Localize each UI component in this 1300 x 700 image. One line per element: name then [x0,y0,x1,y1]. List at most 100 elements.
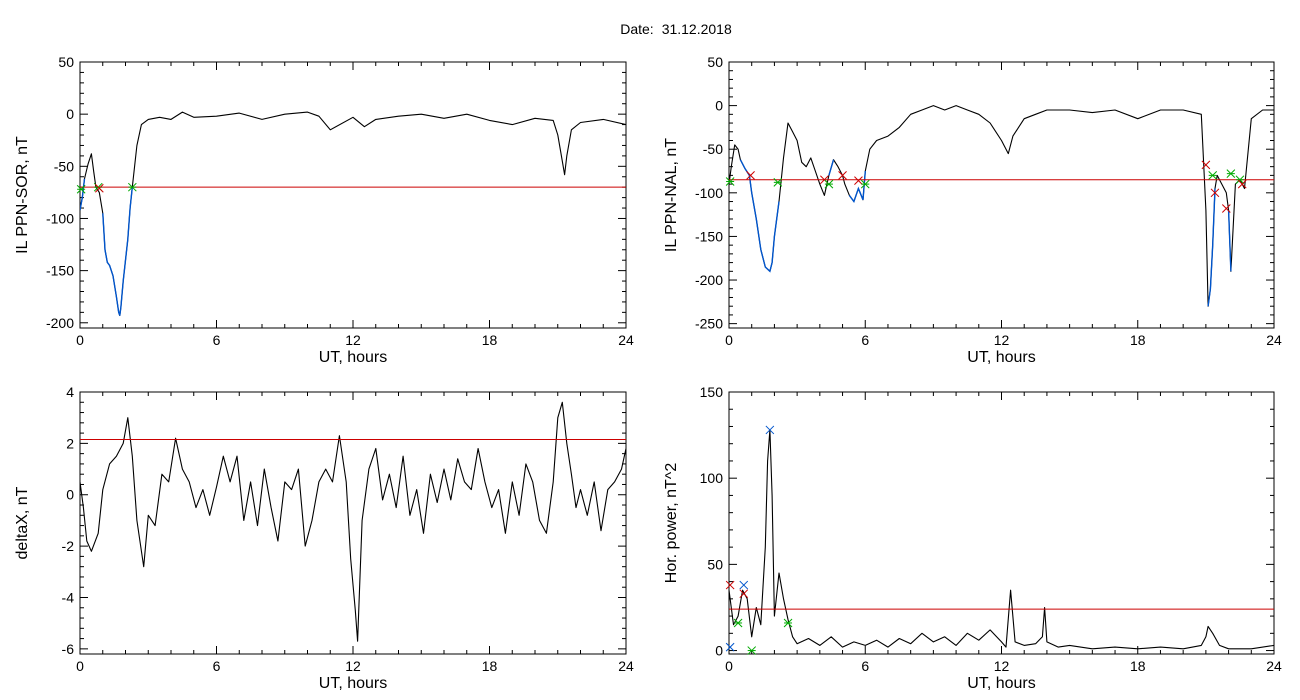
y-tick-label: -100 [695,185,723,201]
event-marker-end [1237,179,1247,189]
event-marker-end [854,176,863,185]
chart-panel-2: 0 6 12 18 24 -250 -200 -150 -100 -50 0 50 UT, hours I… [663,54,1282,366]
y-tick-label: 4 [66,384,74,400]
y-tick-label: 2 [66,435,74,451]
event-marker-end [1210,188,1220,198]
x-tick-label: 6 [213,658,221,674]
x-tick-label: 24 [1266,332,1282,348]
x-tick-label: 0 [725,332,733,348]
highlight-segment [1227,210,1232,272]
x-tick-label: 6 [861,658,869,674]
x-tick-label: 12 [994,332,1010,348]
highlight-segment [828,159,835,176]
series-line [80,401,626,642]
event-marker-peak [739,580,749,590]
event-marker-start [1235,175,1245,185]
x-tick-label: 12 [994,658,1010,674]
plot-frame [79,391,627,655]
event-marker-end [94,183,104,193]
y-tick-label: -4 [62,589,75,605]
event-marker-start [76,184,86,194]
chart-panel-4: 0 6 12 18 24 0 50 100 150 UT, hours Hor. power, nT… [663,384,1282,692]
y-tick-label: -50 [703,141,723,157]
y-tick-label: -150 [695,228,723,244]
x-tick-label: 24 [1266,658,1282,674]
chart-panel-1: 0 6 12 18 24 -200 -150 -100 -50 0 50 UT, hours IL PP… [14,54,634,366]
x-axis-label: UT, hours [967,675,1035,692]
data-area [729,429,1274,650]
plot-frame [728,391,1275,655]
data-area [729,105,1274,307]
event-marker-end [725,580,735,590]
highlight-segment [80,178,86,211]
event-marker-start [824,179,834,189]
plot-frame [79,61,627,329]
event-marker-start [773,178,783,187]
y-tick-label: -250 [695,316,723,332]
y-tick-label: 0 [715,98,723,114]
x-tick-label: 0 [725,658,733,674]
y-tick-label: 50 [58,54,74,70]
x-tick-label: 18 [1130,332,1146,348]
event-marker-peak [725,642,735,652]
series-line [729,429,1274,650]
x-tick-label: 6 [861,332,869,348]
y-tick-label: -200 [46,315,74,331]
y-tick-label: -50 [54,158,74,174]
event-marker-start [725,177,735,186]
highlight-segment [739,159,780,273]
series-line [80,111,626,317]
y-axis-label: deltaX, nT [14,486,31,559]
x-tick-label: 18 [482,332,498,348]
y-tick-label: 100 [700,470,724,486]
y-tick-label: 150 [700,384,724,400]
highlight-segment [848,170,866,203]
series-line [729,105,1274,307]
event-marker-end [838,171,847,180]
highlight-segment [102,187,133,316]
date-title: Date: 31.12.2018 [620,21,732,37]
x-tick-label: 0 [76,332,84,348]
highlight-segment [1207,188,1216,307]
y-tick-label: 0 [66,106,74,122]
y-tick-label: -6 [62,641,75,657]
event-marker-start [747,646,757,655]
y-tick-label: 0 [715,643,723,659]
data-area [80,401,626,642]
x-tick-label: 12 [345,658,361,674]
event-marker-start [733,618,743,628]
y-tick-label: 50 [707,556,723,572]
x-axis-label: UT, hours [967,349,1035,366]
event-marker-end [1201,160,1211,170]
y-axis-label: IL PPN-NAL, nT [663,138,680,252]
y-tick-label: 50 [707,54,723,70]
y-tick-label: 0 [66,487,74,503]
event-marker-start [860,179,870,189]
event-marker-start [1208,171,1218,180]
x-tick-label: 18 [1130,658,1146,674]
x-tick-label: 24 [618,658,634,674]
x-tick-label: 6 [213,332,221,348]
event-marker-end [1221,204,1231,213]
x-axis-label: UT, hours [319,349,387,366]
y-tick-label: -2 [62,538,75,554]
y-tick-label: -100 [46,210,74,226]
y-axis-label: Hor. power, nT^2 [663,463,680,584]
event-marker-start [127,182,137,192]
x-tick-label: 18 [482,658,498,674]
event-marker-start [1226,169,1236,178]
x-tick-label: 24 [618,332,634,348]
x-tick-label: 0 [76,658,84,674]
y-tick-label: -200 [695,272,723,288]
event-marker-end [739,589,749,599]
event-marker-start [783,618,793,628]
data-area [80,111,626,317]
y-axis-label: IL PPN-SOR, nT [14,136,31,254]
x-tick-label: 12 [345,332,361,348]
plot-frame [728,61,1275,329]
event-marker-end [746,171,755,180]
x-axis-label: UT, hours [319,675,387,692]
event-marker-peak [765,425,775,435]
